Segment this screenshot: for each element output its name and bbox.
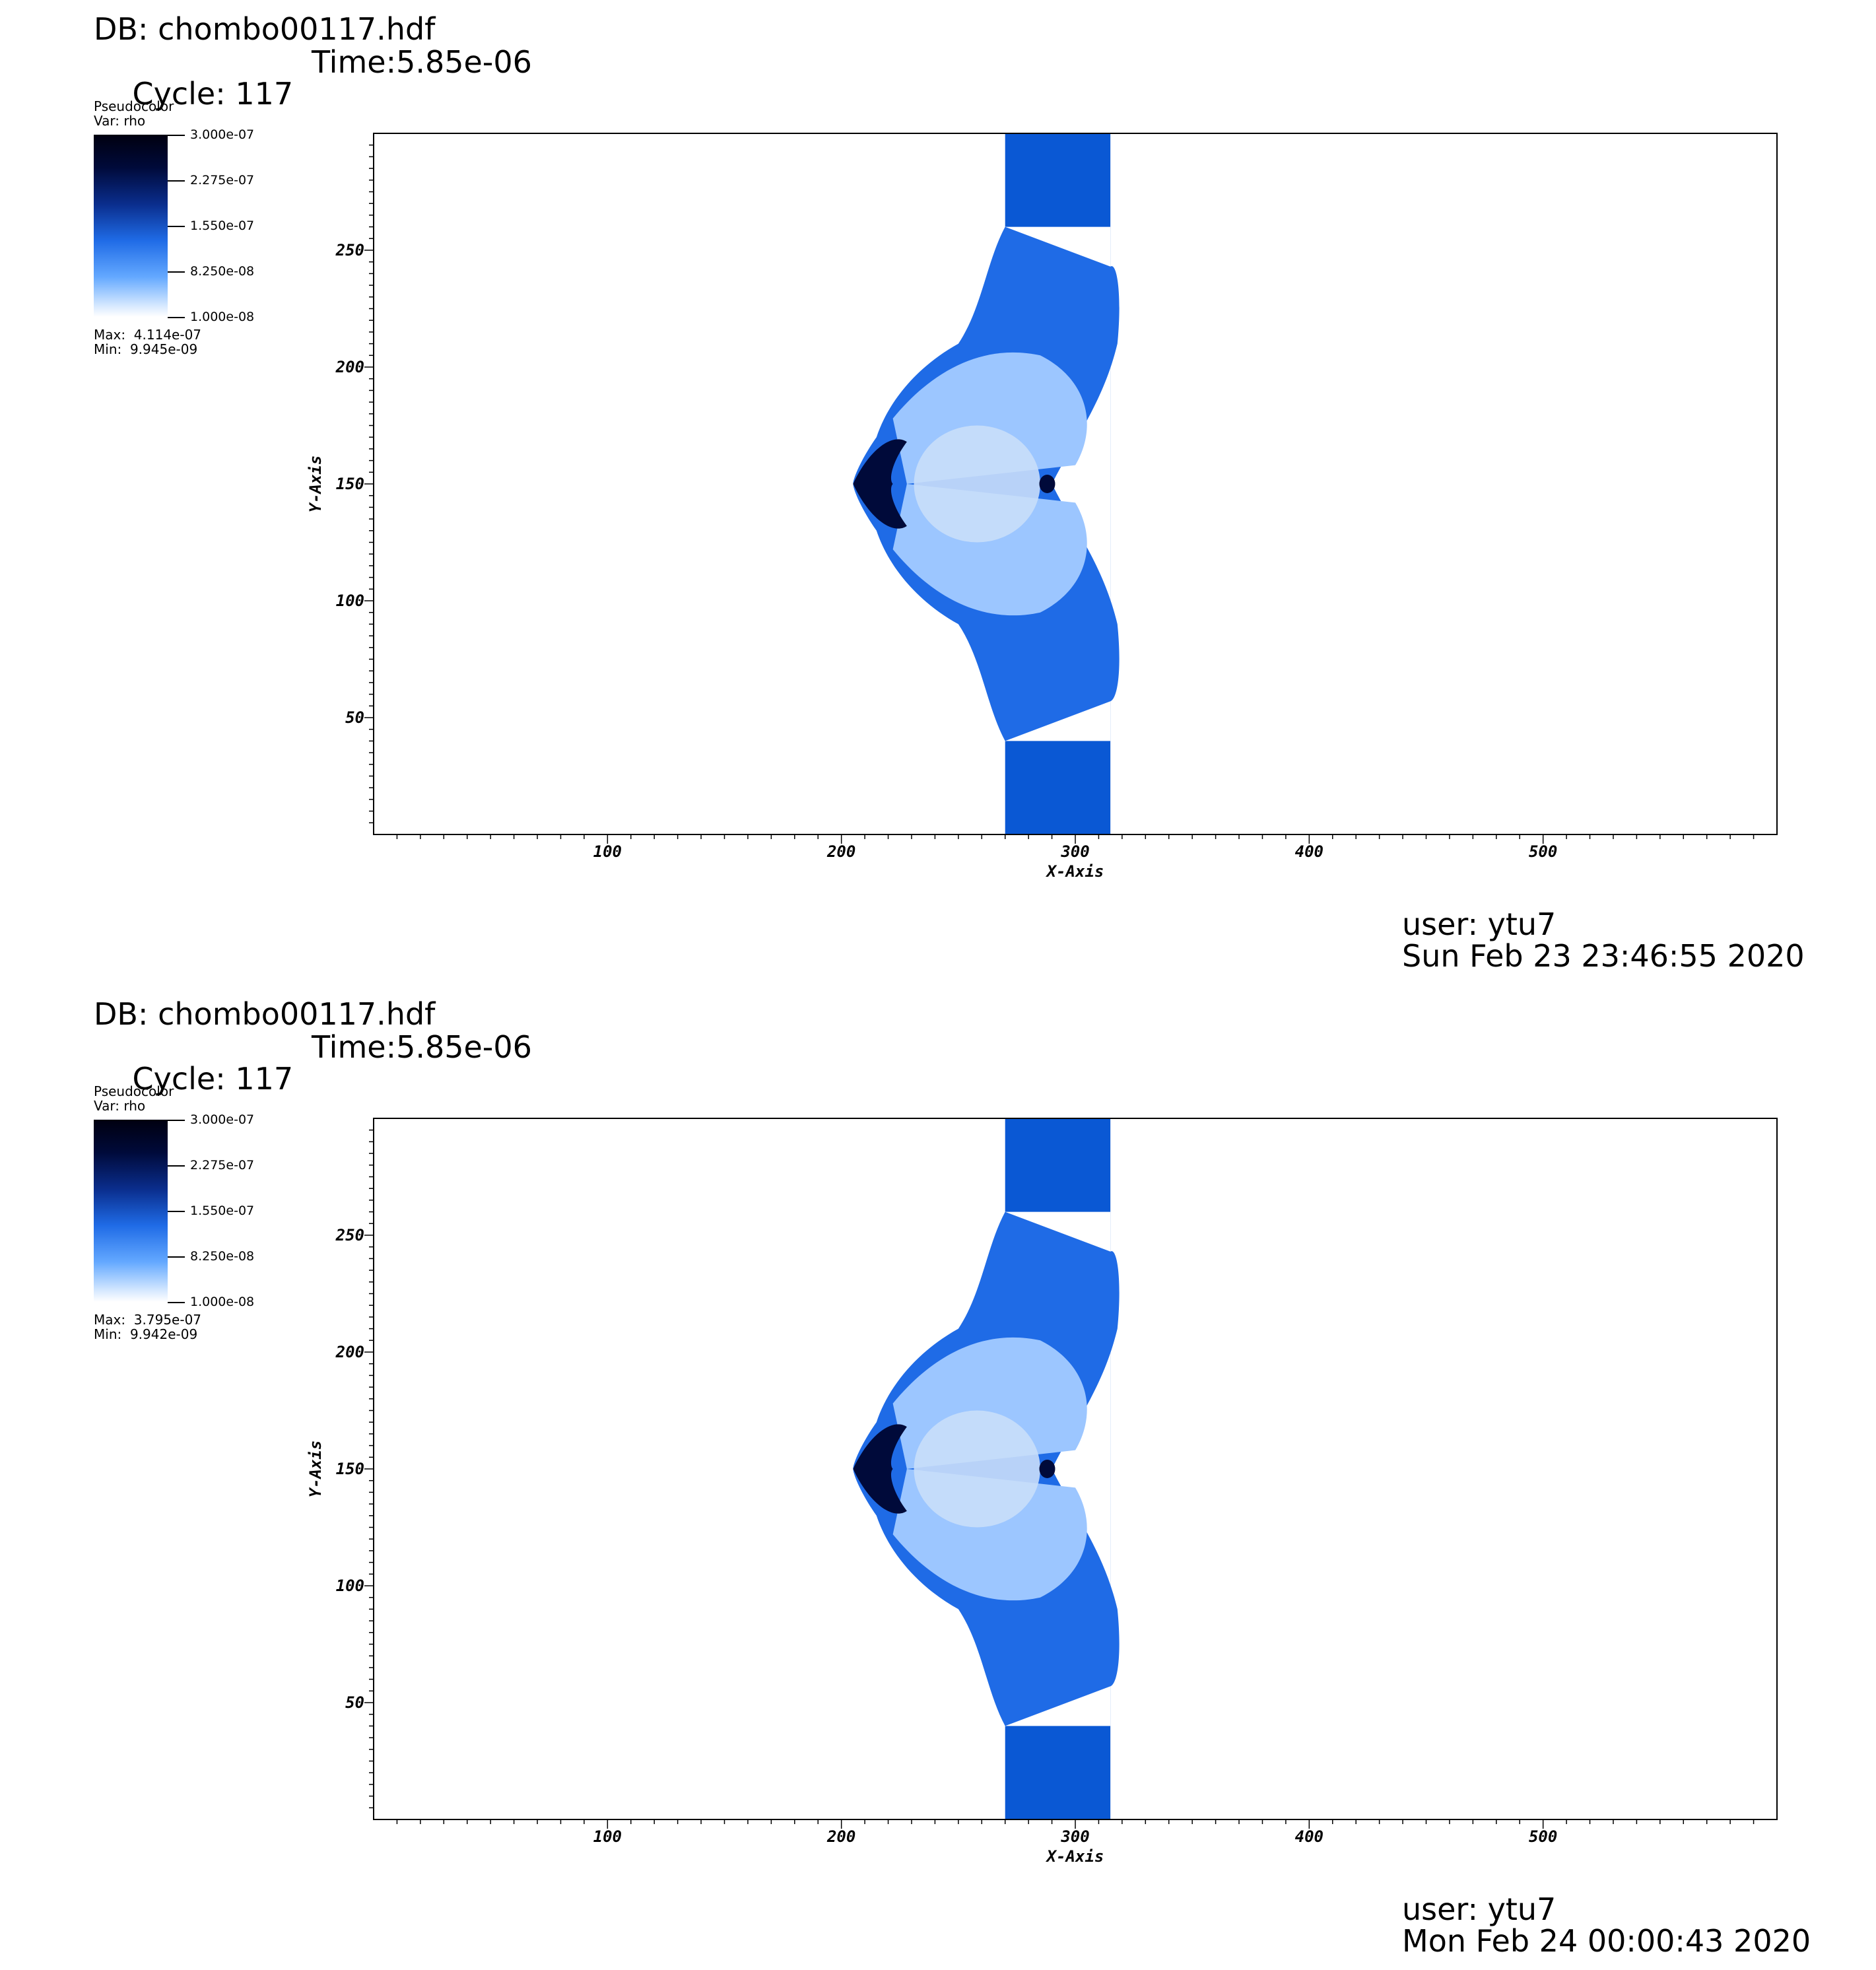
- date-label: Mon Feb 24 00:00:43 2020: [1402, 1923, 1811, 1959]
- colorbar-label: 1.550e-07: [190, 219, 255, 233]
- x-tick-label: 300: [1060, 842, 1089, 861]
- shock-front: [853, 439, 907, 529]
- dense-knot: [1039, 1460, 1055, 1478]
- y-tick-label: 150: [336, 1460, 364, 1478]
- db-title: DB: chombo00117.hdf: [94, 11, 436, 47]
- cycle-label: Cycle: 117: [132, 76, 294, 112]
- y-tick-label: 200: [335, 358, 364, 376]
- x-tick-label: 400: [1295, 842, 1323, 861]
- colorbar-tick: [168, 1256, 185, 1258]
- plot-panel-1: DB: chombo00117.hdf Cycle: 117 Time:5.85…: [0, 0, 1876, 984]
- x-tick-label: 200: [826, 1827, 855, 1846]
- y-tick-label: 100: [336, 1577, 364, 1595]
- x-tick-label: 100: [593, 1827, 622, 1846]
- plot-panel-2: DB: chombo00117.hdf Cycle: 117 Time:5.85…: [0, 985, 1876, 1969]
- colorbar-label: 2.275e-07: [190, 1158, 255, 1172]
- shock-front: [853, 1424, 907, 1514]
- dense-knot: [1039, 475, 1055, 493]
- y-tick-label: 150: [336, 475, 364, 493]
- colorbar: [94, 135, 168, 317]
- db-title: DB: chombo00117.hdf: [94, 996, 436, 1032]
- colorbar-label: 3.000e-07: [190, 1112, 255, 1127]
- colorbar-tick: [168, 1302, 185, 1303]
- time-label: Time:5.85e-06: [312, 1029, 532, 1065]
- colorbar-label: 2.275e-07: [190, 173, 255, 187]
- colorbar: [94, 1120, 168, 1302]
- plot-svg-2: 100 200 300 400 500 50 100 150 200 250 X-Axis Y-Axi…: [306, 1118, 1778, 1866]
- user-label: user: ytu7: [1402, 1891, 1557, 1927]
- legend-var: Var: rho: [94, 113, 146, 129]
- x-tick-label: 400: [1295, 1827, 1323, 1846]
- colorbar-tick: [168, 226, 185, 227]
- x-tick-label: 200: [826, 842, 855, 861]
- colorbar-tick: [168, 317, 185, 318]
- y-axis-label: Y-Axis: [306, 1441, 325, 1498]
- colorbar-label: 1.000e-08: [190, 1295, 255, 1309]
- colorbar-tick: [168, 1165, 185, 1167]
- plot-svg-1: 100 200 300 400 500 50 100 150 200 250 X-Axis Y-Axi…: [306, 133, 1778, 881]
- cycle-line: Cycle: 117 Time:5.85e-06: [94, 46, 532, 173]
- central-bubble: [914, 425, 1040, 543]
- x-tick-label: 500: [1529, 842, 1557, 861]
- y-tick-label: 250: [335, 1226, 364, 1244]
- user-label: user: ytu7: [1402, 906, 1557, 942]
- x-tick-label: 500: [1529, 1827, 1557, 1846]
- y-tick-label: 250: [335, 241, 364, 259]
- colorbar-label: 1.000e-08: [190, 310, 255, 324]
- y-tick-label: 50: [345, 1693, 364, 1712]
- y-tick-label: 200: [335, 1343, 364, 1361]
- x-axis-label: X-Axis: [1046, 862, 1104, 881]
- legend-title: Pseudocolor: [94, 98, 174, 114]
- date-label: Sun Feb 23 23:46:55 2020: [1402, 938, 1805, 974]
- colorbar-tick: [168, 271, 185, 273]
- colorbar-label: 1.550e-07: [190, 1204, 255, 1218]
- legend-title: Pseudocolor: [94, 1083, 174, 1099]
- y-tick-label: 100: [336, 592, 364, 610]
- density-field: [853, 133, 1120, 834]
- colorbar-label: 8.250e-08: [190, 264, 255, 279]
- legend-max: Max: 3.795e-07: [94, 1312, 202, 1328]
- x-tick-label: 300: [1060, 1827, 1089, 1846]
- legend-min: Min: 9.945e-09: [94, 341, 198, 357]
- colorbar-tick: [168, 135, 185, 136]
- y-tick-label: 50: [345, 708, 364, 727]
- x-tick-label: 100: [593, 842, 622, 861]
- colorbar-label: 8.250e-08: [190, 1249, 255, 1264]
- colorbar-label: 3.000e-07: [190, 127, 255, 142]
- colorbar-tick: [168, 1211, 185, 1212]
- colorbar-tick: [168, 1120, 185, 1121]
- central-bubble: [914, 1410, 1040, 1528]
- cycle-label: Cycle: 117: [132, 1061, 294, 1097]
- density-field: [853, 1118, 1120, 1819]
- colorbar-tick: [168, 180, 185, 182]
- legend-var: Var: rho: [94, 1098, 146, 1114]
- time-label: Time:5.85e-06: [312, 44, 532, 80]
- y-axis-label: Y-Axis: [306, 456, 325, 513]
- x-axis-label: X-Axis: [1046, 1847, 1104, 1866]
- legend-min: Min: 9.942e-09: [94, 1326, 198, 1342]
- legend-max: Max: 4.114e-07: [94, 327, 202, 343]
- cycle-line: Cycle: 117 Time:5.85e-06: [94, 1031, 532, 1158]
